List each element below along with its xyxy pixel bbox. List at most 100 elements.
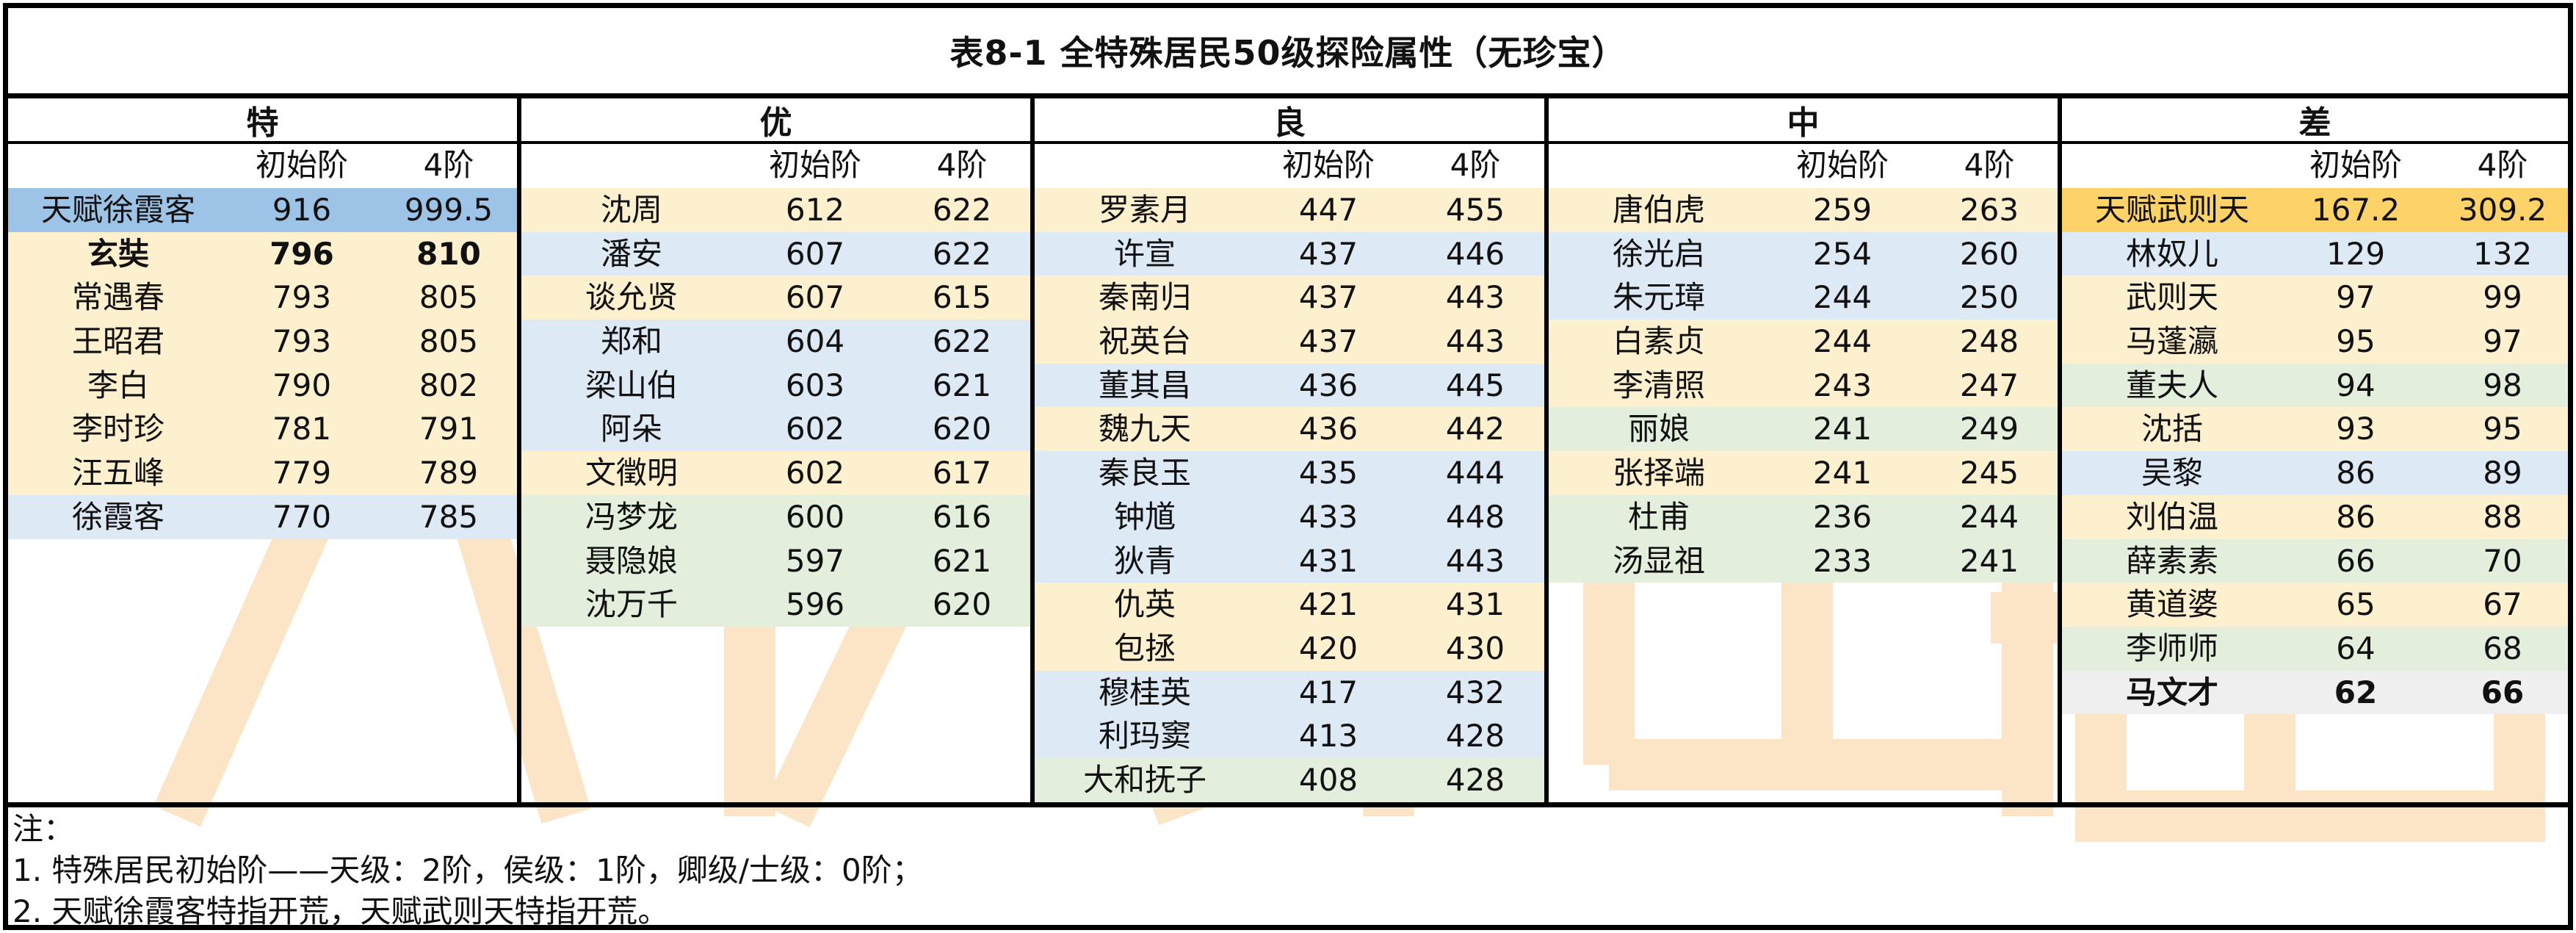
resident-name: 潘安 — [600, 235, 662, 272]
initial-stage-value: 233 — [1812, 542, 1873, 579]
tier-header: 优 — [521, 98, 1030, 144]
initial-stage-value: 607 — [785, 235, 845, 272]
initial-stage-value: 97 — [2336, 279, 2376, 316]
initial-stage-value: 421 — [1298, 586, 1358, 623]
resident-name: 黄道婆 — [2125, 586, 2218, 623]
tier4-value: 622 — [932, 235, 992, 272]
table-row: 冯梦龙 600 616 — [521, 494, 1030, 539]
initial-stage-value: 244 — [1812, 323, 1873, 360]
table-row: 杜甫 236 244 — [1549, 494, 2058, 539]
tier4-value: 446 — [1445, 235, 1505, 272]
table-row: 李清照 243 247 — [1549, 363, 2058, 408]
table-row: 刘伯温 86 88 — [2062, 494, 2568, 539]
tier4-value: 250 — [1959, 279, 2019, 316]
tier4-value: 789 — [419, 455, 479, 491]
initial-stage-header: 初始阶 — [2309, 147, 2402, 183]
tier4-value: 455 — [1445, 192, 1505, 228]
initial-stage-header: 初始阶 — [768, 147, 861, 183]
column-headers: 初始阶 4阶 — [1035, 144, 1544, 187]
initial-stage-value: 65 — [2336, 586, 2376, 623]
tier4-value: 622 — [932, 323, 992, 360]
column-headers: 初始阶 4阶 — [2062, 144, 2568, 187]
table-row: 沈括 93 95 — [2062, 407, 2568, 452]
initial-stage-value: 62 — [2334, 674, 2378, 710]
tier4-value: 97 — [2483, 323, 2522, 360]
tier-column-cha: 差初始阶 4阶 天赋武则天 167.2 309.2 林奴儿 129 132 武则天 97 99 马蓬瀛… — [2062, 98, 2568, 802]
tier4-value: 444 — [1445, 455, 1505, 491]
initial-stage-value: 243 — [1812, 367, 1873, 403]
resident-name: 谈允贤 — [585, 279, 678, 316]
tier4-value: 428 — [1445, 718, 1505, 754]
table-row: 徐光启 254 260 — [1549, 231, 2058, 276]
tier4-value: 249 — [1959, 411, 2019, 447]
column-divider — [1544, 98, 1549, 802]
table-row: 秦南归 437 443 — [1035, 275, 1544, 320]
tier-column-zhong: 中初始阶 4阶 唐伯虎 259 263 徐光启 254 260 朱元璋 244 250 白素贞 244 2… — [1549, 98, 2058, 802]
resident-name: 冯梦龙 — [585, 498, 678, 535]
table-row: 大和抚子 408 428 — [1035, 757, 1544, 802]
resident-name: 秦南归 — [1098, 279, 1191, 316]
initial-stage-value: 447 — [1298, 192, 1358, 228]
resident-name: 郑和 — [600, 323, 662, 360]
resident-name: 杜甫 — [1627, 498, 1690, 535]
row-list: 天赋武则天 167.2 309.2 林奴儿 129 132 武则天 97 99 马蓬瀛 95 97 董夫… — [2062, 188, 2568, 715]
initial-stage-value: 241 — [1812, 411, 1873, 447]
table-row: 梁山伯 603 621 — [521, 363, 1030, 408]
tier4-value: 430 — [1445, 630, 1505, 666]
table-row: 魏九天 436 442 — [1035, 407, 1544, 452]
table-row: 包拯 420 430 — [1035, 626, 1544, 671]
tier-header: 特 — [8, 98, 517, 144]
table-row: 李时珍 781 791 — [8, 407, 517, 452]
initial-stage-value: 436 — [1298, 411, 1358, 447]
resident-name: 穆桂英 — [1098, 674, 1191, 710]
initial-stage-value: 66 — [2336, 542, 2376, 579]
resident-name: 文徵明 — [585, 455, 678, 491]
table-row: 文徵明 602 617 — [521, 451, 1030, 495]
tier4-value: 260 — [1959, 235, 2019, 272]
row-list: 天赋徐霞客 916 999.5 玄奘 796 810 常遇春 793 805 王昭君 793 805 李… — [8, 188, 517, 539]
initial-stage-value: 793 — [272, 323, 332, 360]
initial-stage-value: 916 — [272, 192, 332, 228]
note-line-1: 1. 特殊居民初始阶——天级：2阶，侯级：1阶，卿级/士级：0阶； — [12, 852, 923, 888]
tier4-value: 999.5 — [404, 192, 493, 228]
resident-name: 梁山伯 — [585, 367, 678, 403]
table-row: 徐霞客 770 785 — [8, 494, 517, 539]
column-headers: 初始阶 4阶 — [8, 144, 517, 187]
resident-name: 李白 — [87, 367, 149, 403]
table-row: 汤显祖 233 241 — [1549, 538, 2058, 583]
initial-stage-value: 436 — [1298, 367, 1358, 403]
initial-stage-value: 435 — [1298, 455, 1358, 491]
table-row: 利玛窦 413 428 — [1035, 714, 1544, 758]
tier4-value: 442 — [1445, 411, 1505, 447]
table-row: 狄青 431 443 — [1035, 538, 1544, 583]
initial-stage-value: 437 — [1298, 235, 1358, 272]
tier4-value: 621 — [932, 542, 992, 579]
tier4-header: 4阶 — [1964, 147, 2015, 183]
resident-name: 许宣 — [1113, 235, 1176, 272]
table-row: 王昭君 793 805 — [8, 320, 517, 364]
tier-header: 良 — [1035, 98, 1544, 144]
tier4-value: 89 — [2483, 455, 2522, 491]
initial-stage-value: 437 — [1298, 323, 1358, 360]
initial-stage-header: 初始阶 — [1281, 147, 1375, 183]
resident-name: 朱元璋 — [1612, 279, 1705, 316]
initial-stage-value: 86 — [2336, 498, 2376, 535]
resident-name: 董夫人 — [2125, 367, 2218, 403]
resident-name: 唐伯虎 — [1612, 192, 1705, 228]
table-row: 黄道婆 65 67 — [2062, 583, 2568, 627]
table-row: 丽娘 241 249 — [1549, 407, 2058, 452]
notes-section: 注： 1. 特殊居民初始阶——天级：2阶，侯级：1阶，卿级/士级：0阶； 2. … — [12, 809, 2561, 932]
initial-stage-value: 597 — [785, 542, 845, 579]
initial-stage-value: 254 — [1812, 235, 1873, 272]
initial-stage-value: 612 — [785, 192, 845, 228]
table-row: 朱元璋 244 250 — [1549, 275, 2058, 320]
initial-stage-value: 793 — [272, 279, 332, 316]
data-grid: 特初始阶 4阶 天赋徐霞客 916 999.5 玄奘 796 810 常遇春 793 805 王昭君 7… — [8, 98, 2568, 802]
tier4-value: 615 — [932, 279, 992, 316]
tier4-value: 244 — [1959, 498, 2019, 535]
initial-stage-header: 初始阶 — [1795, 147, 1889, 183]
tier4-value: 248 — [1959, 323, 2019, 360]
initial-stage-value: 596 — [785, 586, 845, 623]
tier4-value: 98 — [2483, 367, 2522, 403]
resident-name: 天赋徐霞客 — [40, 192, 195, 228]
